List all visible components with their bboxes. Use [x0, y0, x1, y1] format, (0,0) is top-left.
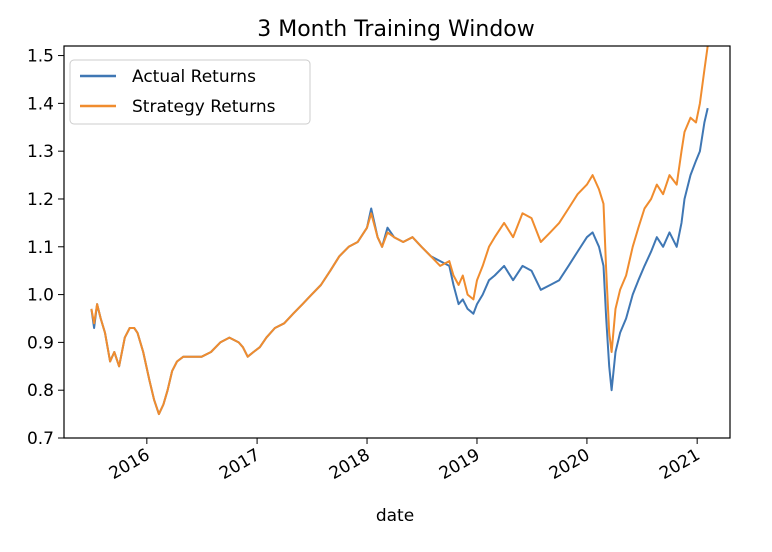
legend-label-strategy-returns: Strategy Returns — [132, 97, 276, 117]
legend: Actual Returns Strategy Returns — [69, 59, 311, 125]
x-tick-label: 2016 — [106, 445, 153, 484]
y-tick-label: 1.1 — [27, 238, 54, 258]
y-axis: 0.7 0.8 0.9 1.0 1.1 1.2 1.3 1.4 1.5 — [27, 47, 64, 449]
plot-frame — [63, 45, 731, 439]
y-tick-label: 1.0 — [27, 286, 54, 306]
y-tick-label: 1.5 — [27, 47, 54, 67]
legend-box — [69, 59, 311, 125]
legend-label-actual-returns: Actual Returns — [132, 67, 256, 87]
x-tick-label: 2019 — [436, 445, 483, 484]
y-tick-label: 0.9 — [27, 333, 54, 353]
x-tick-label: 2017 — [216, 445, 263, 484]
series-layer — [90, 45, 709, 416]
y-tick-label: 1.3 — [27, 142, 54, 162]
x-tick-label: 2021 — [656, 445, 703, 484]
series-line-actual-returns — [90, 107, 709, 416]
y-tick-label: 1.4 — [27, 94, 54, 114]
y-tick-label: 0.7 — [27, 429, 54, 449]
x-tick-label: 2020 — [546, 445, 593, 484]
y-tick-label: 0.8 — [27, 381, 54, 401]
x-axis-label: date — [376, 506, 414, 526]
x-tick-label: 2018 — [326, 445, 373, 484]
y-tick-label: 1.2 — [27, 190, 54, 210]
chart-title: 3 Month Training Window — [257, 17, 534, 42]
x-axis: 2016 2017 2018 2019 2020 2021 — [106, 438, 704, 484]
series-line-strategy-returns — [90, 45, 709, 416]
